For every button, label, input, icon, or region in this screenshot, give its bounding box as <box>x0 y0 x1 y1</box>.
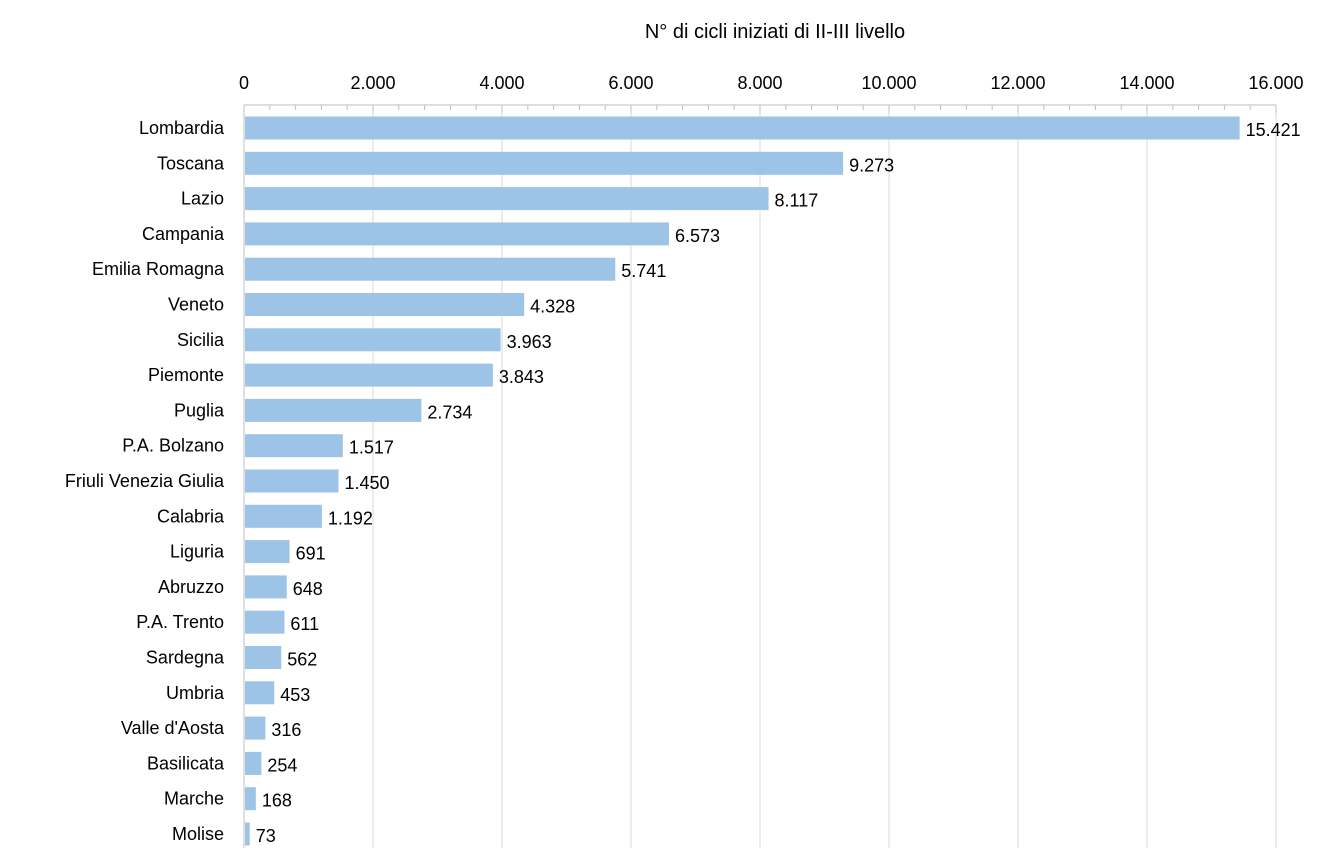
bar <box>245 681 275 705</box>
bar <box>245 504 322 528</box>
x-tick-label: 8.000 <box>737 73 782 93</box>
bar <box>245 469 339 493</box>
gridlines <box>372 105 1277 848</box>
category-labels: Lombardia Toscana Lazio Campania Emilia Roma… <box>65 118 225 844</box>
x-axis: 0 2.000 4.000 6.000 8.000 10.000 12.000 14.000 1… <box>239 73 1304 848</box>
value-labels: 15.421 9.273 8.117 6.573 5.741 4.328 3.963 3.84… <box>256 120 1301 846</box>
category-label: Emilia Romagna <box>92 259 225 279</box>
category-label: P.A. Bolzano <box>122 436 224 456</box>
category-label: Campania <box>142 224 225 244</box>
data-label: 254 <box>267 755 297 775</box>
data-label: 691 <box>296 544 326 564</box>
category-label: Molise <box>172 824 224 844</box>
category-label: Lombardia <box>139 118 225 138</box>
bar <box>245 540 290 564</box>
x-tick-label: 12.000 <box>990 73 1045 93</box>
data-label: 3.963 <box>507 332 552 352</box>
category-label: Valle d'Aosta <box>121 718 225 738</box>
data-label: 73 <box>256 826 276 846</box>
data-label: 562 <box>287 650 317 670</box>
data-label: 648 <box>293 579 323 599</box>
data-label: 1.192 <box>328 508 373 528</box>
bar <box>245 222 669 246</box>
category-label: Calabria <box>157 506 225 526</box>
data-label: 15.421 <box>1246 120 1301 140</box>
data-label: 1.517 <box>349 438 394 458</box>
bar <box>245 434 343 458</box>
chart-title: N° di cicli iniziati di II-III livello <box>645 21 905 43</box>
category-label: Marche <box>164 789 224 809</box>
category-label: Sardegna <box>146 648 225 668</box>
bar <box>245 575 287 599</box>
data-label: 9.273 <box>849 155 894 175</box>
x-tick-label: 14.000 <box>1119 73 1174 93</box>
data-label: 3.843 <box>499 367 544 387</box>
bar <box>245 151 844 175</box>
category-label: Umbria <box>166 683 225 703</box>
bar <box>245 363 493 387</box>
data-label: 2.734 <box>427 402 472 422</box>
category-label: Abruzzo <box>158 577 224 597</box>
data-label: 8.117 <box>775 191 819 211</box>
data-label: 316 <box>271 720 301 740</box>
bar <box>245 116 1240 140</box>
bar <box>245 610 285 634</box>
category-label: Sicilia <box>177 330 225 350</box>
bar <box>245 787 256 811</box>
category-label: P.A. Trento <box>136 612 224 632</box>
category-label: Piemonte <box>148 365 224 385</box>
data-label: 1.450 <box>345 473 390 493</box>
bar <box>245 716 266 740</box>
bar <box>245 328 501 352</box>
bar <box>245 646 282 669</box>
category-label: Friuli Venezia Giulia <box>65 471 225 491</box>
category-label: Toscana <box>157 153 225 173</box>
x-tick-label: 0 <box>239 73 249 93</box>
category-label: Lazio <box>181 189 224 209</box>
data-label: 4.328 <box>530 297 575 317</box>
x-tick-label: 4.000 <box>479 73 524 93</box>
data-label: 168 <box>262 791 292 811</box>
bar <box>245 822 250 846</box>
bar <box>245 751 262 775</box>
x-tick-label: 2.000 <box>350 73 395 93</box>
x-tick-label: 10.000 <box>861 73 916 93</box>
data-label: 5.741 <box>621 261 666 281</box>
bar <box>245 398 422 422</box>
x-tick-label: 6.000 <box>608 73 653 93</box>
data-label: 6.573 <box>675 226 720 246</box>
bars <box>245 116 1240 846</box>
bar <box>245 187 769 211</box>
category-label: Puglia <box>174 400 225 420</box>
data-label: 611 <box>290 614 319 634</box>
category-label: Veneto <box>168 295 224 315</box>
bar <box>245 293 525 316</box>
data-label: 453 <box>280 685 310 705</box>
category-label: Basilicata <box>147 753 225 773</box>
x-tick-label: 16.000 <box>1248 73 1303 93</box>
bar <box>245 257 616 281</box>
category-label: Liguria <box>170 542 225 562</box>
